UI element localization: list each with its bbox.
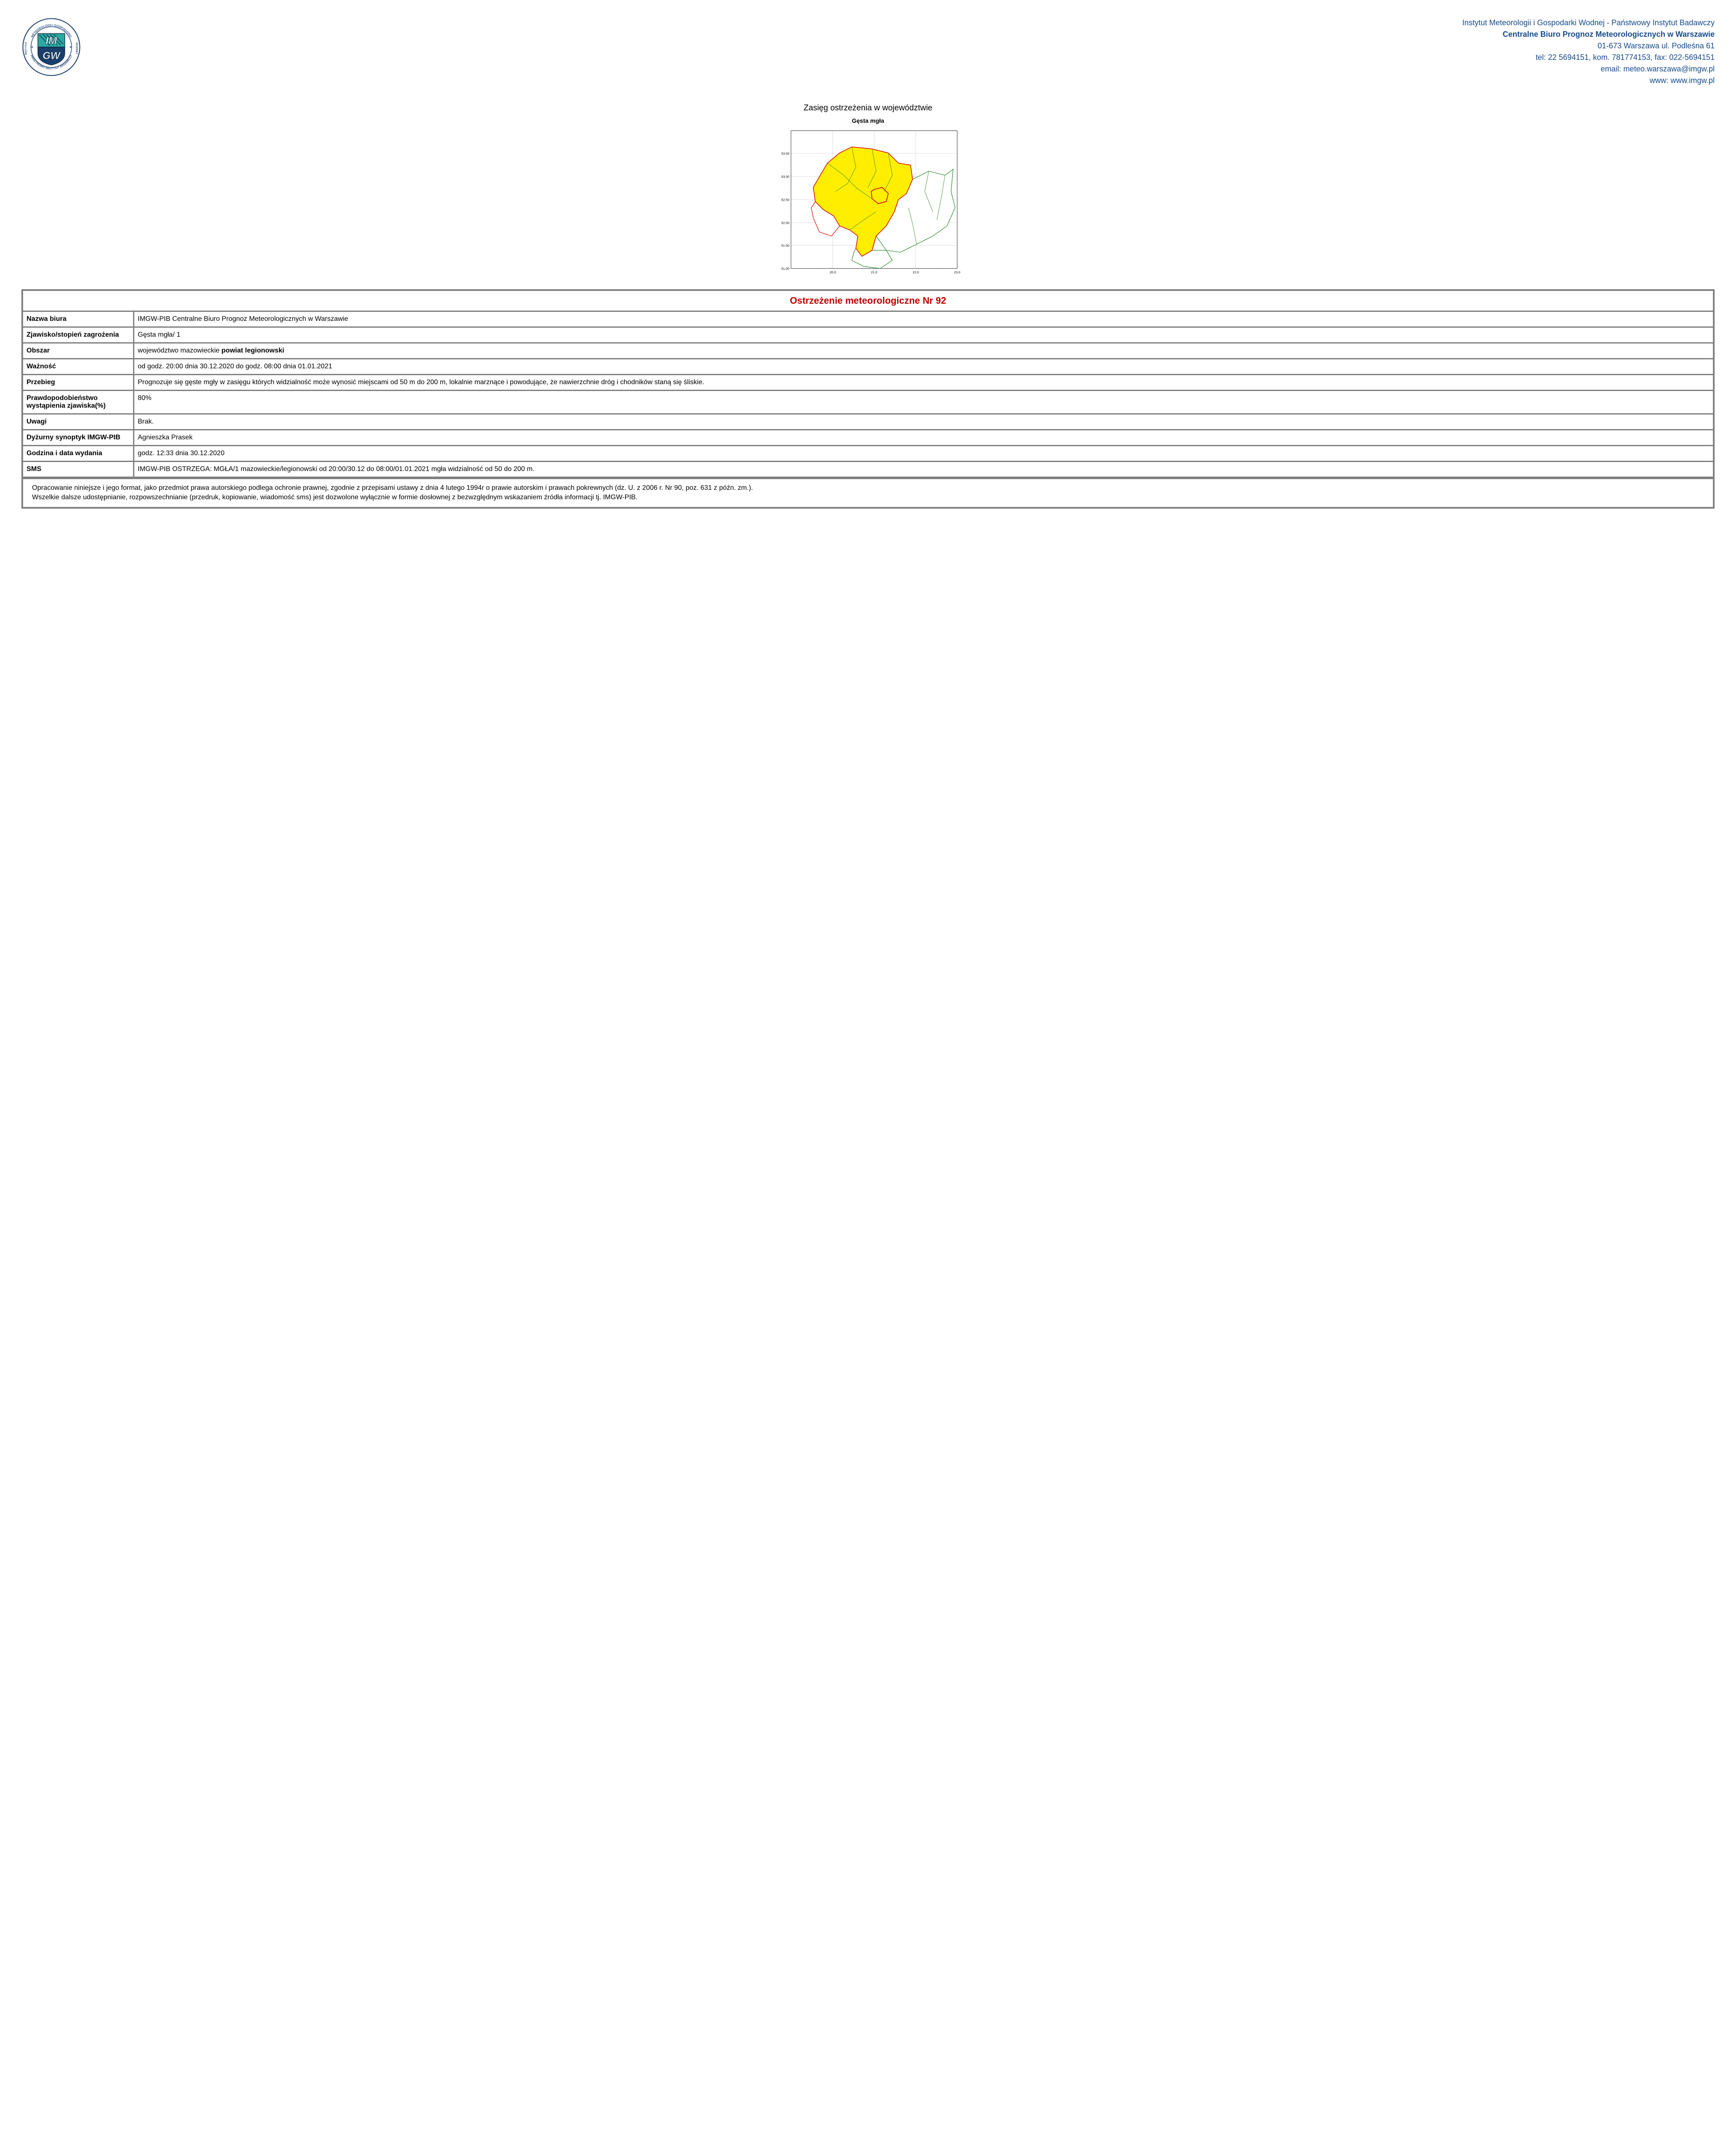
value-przebieg: Prognozuje się gęste mgły w zasięgu któr… <box>134 375 1713 390</box>
org-email: email: meteo.warszawa@imgw.pl <box>94 63 1715 75</box>
svg-text:22.0: 22.0 <box>912 270 919 274</box>
row-zjawisko: Zjawisko/stopień zagrożenia Gęsta mgła/ … <box>23 328 1713 344</box>
value-obszar: województwo mazowieckie powiat legionows… <box>134 344 1713 358</box>
label-zjawisko: Zjawisko/stopień zagrożenia <box>23 328 134 342</box>
row-prawdopodobienstwo: Prawdopodobieństwo wystąpienia zjawiska(… <box>23 391 1713 415</box>
logo-container: METEOROLOGII I GOSPODARKI PAŃSTWOWY INST… <box>21 17 81 86</box>
svg-text:20.0: 20.0 <box>829 270 836 274</box>
svg-text:51.50: 51.50 <box>781 243 789 247</box>
label-przebieg: Przebieg <box>23 375 134 390</box>
value-prawdopodobienstwo: 80% <box>134 391 1713 413</box>
value-synoptyk: Agnieszka Prasek <box>134 430 1713 445</box>
logo-letters-bottom: GW <box>43 50 62 62</box>
footer-p1: Opracowanie niniejsze i jego format, jak… <box>27 483 1709 493</box>
label-sms: SMS <box>23 462 134 477</box>
footer-p2: Wszelkie dalsze udostępnianie, rozpowsze… <box>27 493 1709 502</box>
row-synoptyk: Dyżurny synoptyk IMGW-PIB Agnieszka Pras… <box>23 430 1713 446</box>
row-przebieg: Przebieg Prognozuje się gęste mgły w zas… <box>23 375 1713 391</box>
org-name-line1: Instytut Meteorologii i Gospodarki Wodne… <box>94 17 1715 29</box>
value-obszar-bold: powiat legionowski <box>222 347 284 354</box>
logo-ring-left: INSTYTUT <box>25 41 28 55</box>
label-synoptyk: Dyżurny synoptyk IMGW-PIB <box>23 430 134 445</box>
document-header: METEOROLOGII I GOSPODARKI PAŃSTWOWY INST… <box>21 17 1715 86</box>
row-sms: SMS IMGW-PIB OSTRZEGA: MGŁA/1 mazowiecki… <box>23 462 1713 478</box>
svg-text:52.50: 52.50 <box>781 198 789 201</box>
row-uwagi: Uwagi Brak. <box>23 415 1713 430</box>
org-info: Instytut Meteorologii i Gospodarki Wodne… <box>94 17 1715 86</box>
row-nazwa-biura: Nazwa biura IMGW-PIB Centralne Biuro Pro… <box>23 312 1713 328</box>
logo-letters-top: IM <box>46 35 58 47</box>
label-prawdopodobienstwo: Prawdopodobieństwo wystąpienia zjawiska(… <box>23 391 134 413</box>
value-zjawisko: Gęsta mgła/ 1 <box>134 328 1713 342</box>
logo-ring-right: WODNEJ <box>75 42 78 54</box>
value-nazwa-biura: IMGW-PIB Centralne Biuro Prognoz Meteoro… <box>134 312 1713 326</box>
label-obszar: Obszar <box>23 344 134 358</box>
row-godzina: Godzina i data wydania godz. 12:33 dnia … <box>23 446 1713 462</box>
label-godzina: Godzina i data wydania <box>23 446 134 461</box>
map-title: Gęsta mgła <box>21 117 1715 124</box>
footer-note: Opracowanie niniejsze i jego format, jak… <box>23 478 1713 507</box>
row-obszar: Obszar województwo mazowieckie powiat le… <box>23 344 1713 359</box>
warning-title: Ostrzeżenie meteorologiczne Nr 92 <box>23 291 1713 312</box>
map-container: 20.0 21.0 22.0 23.0 51.00 51.50 52.00 52.50 53.… <box>21 127 1715 281</box>
value-waznosc: od godz. 20:00 dnia 30.12.2020 do godz. … <box>134 359 1713 374</box>
org-name-line2: Centralne Biuro Prognoz Meteorologicznyc… <box>94 29 1715 40</box>
value-godzina: godz. 12:33 dnia 30.12.2020 <box>134 446 1713 461</box>
org-address: 01-673 Warszawa ul. Podleśna 61 <box>94 40 1715 52</box>
row-waznosc: Ważność od godz. 20:00 dnia 30.12.2020 d… <box>23 359 1713 375</box>
label-uwagi: Uwagi <box>23 415 134 429</box>
imgw-logo: METEOROLOGII I GOSPODARKI PAŃSTWOWY INST… <box>21 17 81 77</box>
svg-text:53.00: 53.00 <box>781 175 789 178</box>
label-nazwa-biura: Nazwa biura <box>23 312 134 326</box>
svg-text:51.00: 51.00 <box>781 267 789 270</box>
svg-text:21.0: 21.0 <box>871 270 877 274</box>
value-sms: IMGW-PIB OSTRZEGA: MGŁA/1 mazowieckie/le… <box>134 462 1713 477</box>
svg-text:53.50: 53.50 <box>781 151 789 155</box>
svg-text:23.0: 23.0 <box>954 270 960 274</box>
label-waznosc: Ważność <box>23 359 134 374</box>
warning-map: 20.0 21.0 22.0 23.0 51.00 51.50 52.00 52.50 53.… <box>774 127 962 281</box>
value-obszar-prefix: województwo mazowieckie <box>138 347 222 354</box>
value-uwagi: Brak. <box>134 415 1713 429</box>
org-www: www: www.imgw.pl <box>94 75 1715 86</box>
map-section-title: Zasięg ostrzeżenia w województwie <box>21 104 1715 113</box>
warning-table: Ostrzeżenie meteorologiczne Nr 92 Nazwa … <box>21 289 1715 509</box>
org-tel: tel: 22 5694151, kom. 781774153, fax: 02… <box>94 52 1715 63</box>
svg-text:52.00: 52.00 <box>781 221 789 225</box>
